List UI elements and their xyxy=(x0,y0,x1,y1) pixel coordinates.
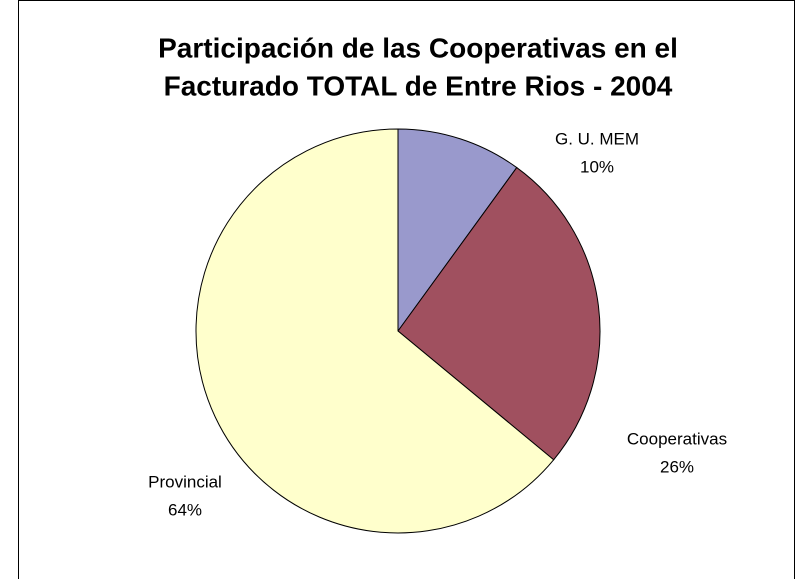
slice-value-label: 26% xyxy=(660,457,694,476)
slice-value-label: 64% xyxy=(168,500,202,519)
pie-slice xyxy=(397,128,518,333)
chart-title: Facturado TOTAL de Entre Rios - 2004 xyxy=(164,70,673,101)
pie-slice xyxy=(397,166,601,461)
slice-value-label: 10% xyxy=(580,157,614,176)
chart-title: Participación de las Cooperativas en el xyxy=(158,32,678,63)
slice-label: Cooperativas xyxy=(627,429,727,448)
slice-label: Provincial xyxy=(148,472,222,491)
pie-slice xyxy=(195,128,555,534)
slice-label: G. U. MEM xyxy=(555,129,639,148)
